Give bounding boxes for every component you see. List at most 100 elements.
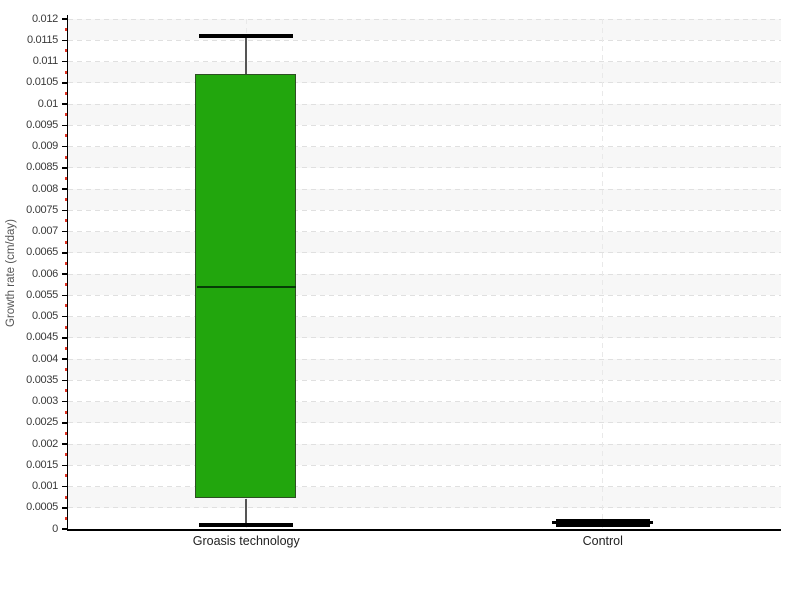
h-gridline	[68, 486, 781, 487]
h-gridline	[68, 316, 781, 317]
y-tick-label: 0.0065	[26, 246, 58, 259]
category-label: Control	[582, 534, 623, 548]
x-axis-line	[66, 529, 781, 531]
whisker-max-cap	[199, 34, 294, 38]
y-major-tick	[61, 39, 67, 41]
y-major-tick	[61, 464, 67, 466]
y-major-tick	[61, 315, 67, 318]
plot-band	[68, 274, 781, 296]
y-tick-label: 0.003	[31, 395, 58, 407]
whisker-upper-stem	[245, 36, 248, 75]
y-tick-label: 0.0115	[26, 33, 58, 46]
y-major-tick	[61, 209, 67, 211]
h-gridline	[68, 379, 781, 381]
y-major-tick	[61, 294, 67, 296]
plot-band	[68, 486, 781, 508]
y-tick-label: 0.0055	[26, 288, 58, 301]
y-tick-label: 0	[52, 522, 58, 535]
y-major-tick	[61, 82, 67, 84]
plot-band	[68, 444, 781, 466]
y-major-tick	[61, 124, 67, 126]
y-minor-tick	[64, 431, 67, 435]
h-gridline	[68, 507, 781, 509]
y-tick-label: 0.0005	[26, 501, 58, 514]
y-major-tick	[61, 167, 67, 169]
y-tick-label: 0.0035	[26, 373, 58, 386]
y-major-tick	[61, 230, 67, 233]
y-tick-label: 0.0025	[26, 416, 58, 429]
y-minor-tick	[64, 28, 67, 32]
y-major-tick	[61, 422, 67, 424]
y-major-tick	[61, 188, 67, 190]
y-minor-tick	[64, 134, 67, 138]
h-gridline	[68, 209, 781, 211]
y-minor-tick	[64, 219, 67, 223]
h-gridline	[68, 124, 781, 126]
y-tick-label: 0.0045	[26, 331, 58, 344]
y-major-tick	[61, 358, 67, 360]
h-gridline	[68, 337, 781, 339]
y-tick-label: 0.004	[31, 352, 58, 365]
plot-band	[68, 231, 781, 253]
y-axis-line	[66, 15, 68, 531]
h-gridline	[68, 188, 781, 190]
y-tick-label: 0.006	[31, 267, 58, 280]
y-tick-label: 0.011	[32, 55, 59, 67]
plot-band	[68, 401, 781, 423]
y-minor-tick	[64, 155, 67, 159]
median-line	[553, 521, 653, 524]
y-major-tick	[61, 273, 67, 275]
y-major-tick	[61, 443, 67, 445]
h-gridline	[68, 167, 781, 169]
y-tick-label: 0.0015	[26, 458, 58, 471]
y-tick-label: 0.0085	[26, 161, 58, 174]
plot-band	[68, 359, 781, 381]
y-major-tick	[61, 337, 67, 339]
plot-band	[68, 189, 781, 211]
y-tick-label: 0.0075	[26, 203, 58, 216]
plot-band	[68, 316, 781, 338]
h-gridline	[68, 82, 781, 84]
y-minor-tick	[64, 304, 67, 308]
h-gridline	[68, 358, 781, 360]
whisker-min-cap	[555, 522, 650, 527]
y-minor-tick	[64, 410, 67, 414]
y-minor-tick	[64, 91, 67, 95]
h-gridline	[68, 61, 781, 62]
y-minor-tick	[64, 516, 67, 520]
y-major-tick	[61, 379, 67, 381]
h-gridline	[68, 252, 781, 254]
y-tick-label: 0.009	[31, 140, 58, 152]
y-tick-label: 0.005	[31, 310, 58, 322]
y-tick-label: 0.0095	[26, 118, 58, 131]
h-gridline	[68, 18, 781, 20]
y-tick-label: 0.001	[31, 480, 58, 492]
y-minor-tick	[64, 240, 67, 244]
plot-band	[68, 104, 781, 126]
y-major-tick	[61, 485, 67, 488]
h-gridline	[68, 294, 781, 296]
h-gridline	[68, 401, 781, 402]
y-major-tick	[61, 252, 67, 254]
plot-band	[68, 19, 781, 41]
y-minor-tick	[64, 453, 67, 457]
y-tick-label: 0.012	[31, 12, 58, 25]
y-minor-tick	[64, 113, 67, 117]
y-minor-tick	[64, 368, 67, 372]
h-gridline	[68, 422, 781, 424]
y-minor-tick	[64, 70, 67, 74]
y-minor-tick	[64, 325, 67, 329]
v-gridline	[602, 19, 604, 529]
y-minor-tick	[64, 176, 67, 180]
h-gridline	[68, 443, 781, 445]
y-minor-tick	[64, 49, 67, 53]
y-minor-tick	[64, 389, 67, 393]
y-major-tick	[61, 18, 67, 20]
y-tick-label: 0.002	[31, 437, 58, 450]
plot-band	[68, 146, 781, 168]
y-minor-tick	[64, 474, 67, 478]
y-minor-tick	[64, 283, 67, 287]
h-gridline	[68, 103, 781, 105]
